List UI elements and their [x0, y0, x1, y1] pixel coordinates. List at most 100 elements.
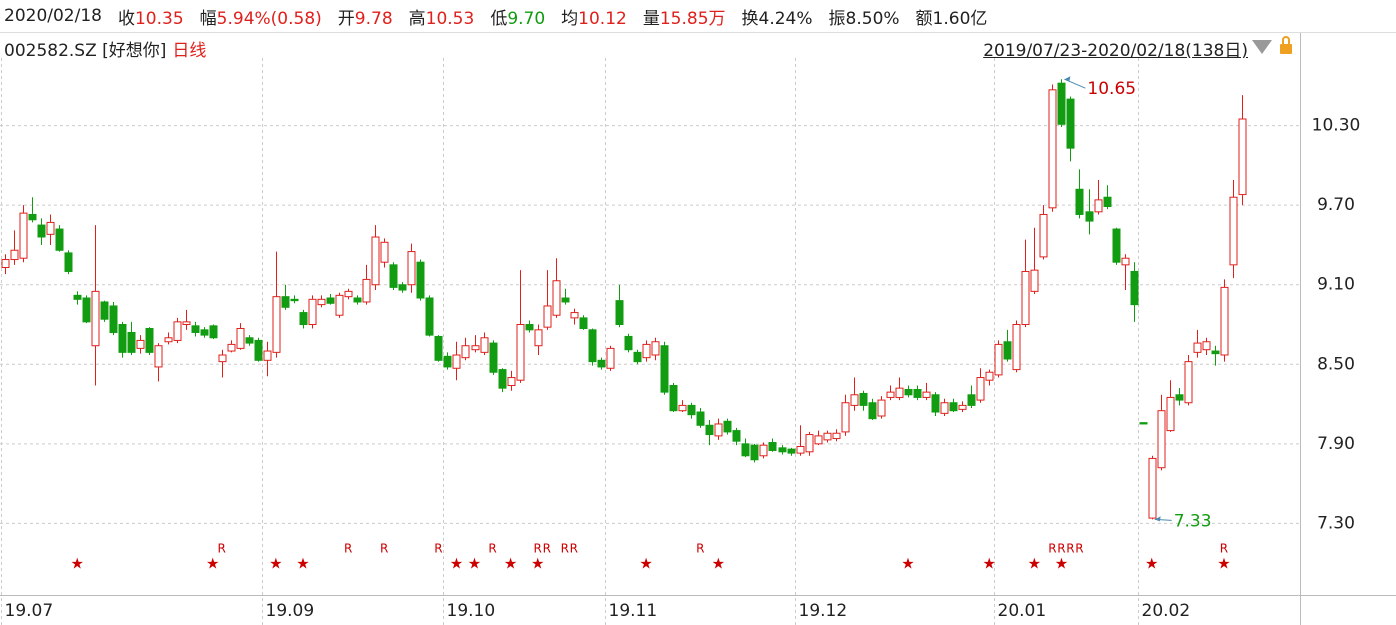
candle: [389, 262, 398, 291]
candle: [958, 401, 967, 413]
candle-body: [1139, 422, 1148, 425]
candle-body: [1166, 396, 1175, 432]
annotation-arrowhead: [1064, 76, 1071, 82]
candle-body: [100, 301, 109, 320]
candle: [1003, 329, 1012, 362]
quote-header: 2020/02/18 收10.35 幅5.94%(0.58) 开9.78 高10.53…: [4, 0, 987, 32]
annotation-label: 10.65: [1087, 79, 1136, 99]
event-marker: R: [1066, 542, 1074, 556]
candle-body: [615, 300, 624, 326]
candle-body: [136, 339, 145, 349]
candle: [64, 250, 73, 275]
candle: [651, 337, 660, 361]
candle: [362, 264, 371, 305]
event-marker: ★: [1055, 555, 1068, 573]
candle: [552, 258, 561, 318]
candle: [507, 370, 516, 391]
lock-shackle: [1282, 36, 1290, 44]
candle-body: [272, 296, 281, 353]
candle-body: [940, 402, 949, 414]
candle: [118, 321, 127, 358]
candle-body: [994, 343, 1003, 376]
candle: [778, 445, 787, 455]
candle-body: [443, 355, 452, 368]
candle-body: [714, 423, 723, 437]
candle: [841, 394, 850, 436]
quote-label: 量: [642, 8, 660, 29]
candle: [136, 335, 145, 354]
candle-body: [651, 341, 660, 356]
candle: [705, 419, 714, 446]
candle-body: [281, 296, 290, 308]
candle-body: [642, 343, 651, 359]
candle: [1157, 394, 1166, 471]
candle-body: [967, 394, 976, 406]
candle-body: [64, 252, 73, 272]
candle-body: [516, 324, 525, 381]
candle-body: [1057, 82, 1066, 125]
quote-value: 5.94%(0.58): [216, 8, 322, 29]
candle-body: [407, 251, 416, 286]
candle-body: [507, 377, 516, 387]
candle-body: [173, 321, 182, 341]
candle: [1211, 345, 1220, 366]
candle-body: [525, 324, 534, 331]
candle: [1220, 279, 1229, 362]
candle: [335, 292, 344, 318]
candle: [967, 385, 976, 409]
candle-body: [434, 335, 443, 361]
candle-body: [91, 290, 100, 347]
quote-label: 均: [561, 8, 579, 29]
candle-body: [1148, 457, 1157, 519]
event-marker: ★: [450, 555, 463, 573]
candle-body: [1193, 342, 1202, 353]
candle: [859, 390, 868, 411]
candle-body: [606, 347, 615, 369]
period-button[interactable]: 日线: [172, 41, 207, 61]
candle-body: [561, 297, 570, 303]
candle-body: [19, 212, 28, 259]
candle-body: [886, 391, 895, 398]
candle-body: [1130, 270, 1139, 306]
annotation-arrow: [1064, 78, 1086, 89]
candle-body: [877, 399, 886, 417]
candle: [91, 225, 100, 386]
candle-body: [498, 369, 507, 389]
y-tick-label: 7.90: [1317, 434, 1355, 454]
candle: [976, 368, 985, 403]
candle-body: [913, 388, 922, 398]
candle: [1148, 455, 1157, 520]
candle-body: [669, 385, 678, 412]
candle-body: [1157, 410, 1166, 469]
event-marker: ★: [901, 555, 914, 573]
event-marker: ★: [1217, 555, 1230, 573]
candle: [236, 323, 245, 350]
candle-body: [416, 261, 425, 299]
candle: [525, 320, 534, 333]
candle: [796, 425, 805, 456]
candle-body: [1085, 211, 1094, 222]
candle: [940, 398, 949, 416]
quote-field: 量15.85万: [643, 4, 726, 29]
candle-body: [678, 404, 687, 412]
candle: [949, 398, 958, 413]
event-marker: ★: [504, 555, 517, 573]
event-marker: R: [561, 542, 569, 556]
candle-body: [353, 297, 362, 303]
candle-body: [82, 297, 91, 323]
candle-body: [55, 228, 64, 251]
candle-body: [182, 321, 191, 326]
candle-body: [597, 359, 606, 368]
quote-value: 10.12: [578, 8, 627, 29]
y-tick-label: 8.50: [1317, 354, 1355, 374]
quote-label: 换: [741, 8, 759, 29]
event-marker: R: [1075, 542, 1083, 556]
candle: [723, 418, 732, 435]
candle: [173, 317, 182, 344]
date-range[interactable]: 2019/07/23-2020/02/18(138日): [983, 41, 1248, 61]
quote-field: 低9.70: [490, 4, 545, 29]
candle-body: [164, 337, 173, 343]
candle: [850, 377, 859, 411]
candle-body: [1030, 269, 1039, 292]
candle: [1229, 179, 1238, 279]
